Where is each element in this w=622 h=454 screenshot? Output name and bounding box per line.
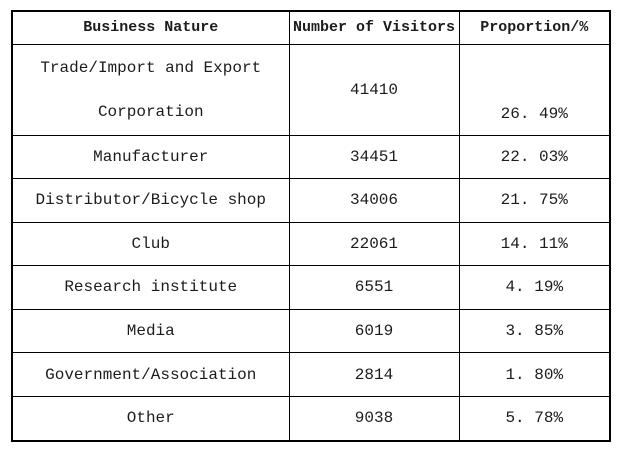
cell-business-nature: Manufacturer: [11, 134, 290, 180]
cell-visitors: 9038: [288, 395, 460, 442]
header-proportion: Proportion/%: [458, 10, 611, 45]
table-row-club: Club 22061 14. 11%: [11, 221, 611, 267]
header-number-of-visitors: Number of Visitors: [288, 10, 460, 45]
cell-business-nature: Distributor/Bicycle shop: [11, 178, 290, 223]
header-row: Business Nature Number of Visitors Propo…: [11, 10, 611, 45]
cell-proportion: 26. 49%: [458, 43, 611, 136]
cell-business-nature: Research institute: [11, 265, 290, 310]
cell-proportion: 4. 19%: [458, 265, 611, 310]
table-body: Trade/Import and Export Corporation 4141…: [11, 43, 611, 442]
cell-visitors: 41410: [288, 43, 460, 136]
table-header: Business Nature Number of Visitors Propo…: [11, 10, 611, 45]
cell-visitors: 22061: [288, 221, 460, 267]
cell-visitors: 6019: [288, 308, 460, 354]
cell-proportion: 5. 78%: [458, 395, 611, 442]
cell-proportion: 1. 80%: [458, 352, 611, 397]
cell-proportion: 21. 75%: [458, 178, 611, 223]
cell-business-nature: Government/Association: [11, 352, 290, 397]
table-row-government-association: Government/Association 2814 1. 80%: [11, 352, 611, 397]
business-name-stack: Trade/Import and Export Corporation: [13, 45, 289, 135]
cell-visitors: 34451: [288, 134, 460, 180]
table-row-research-institute: Research institute 6551 4. 19%: [11, 265, 611, 310]
cell-proportion: 3. 85%: [458, 308, 611, 354]
business-name-line-2: Corporation: [97, 102, 204, 121]
table-row-distributor-bicycle-shop: Distributor/Bicycle shop 34006 21. 75%: [11, 178, 611, 223]
visitors-by-business-nature-table: Business Nature Number of Visitors Propo…: [11, 10, 611, 442]
header-business-nature: Business Nature: [11, 10, 290, 45]
table-row-other: Other 9038 5. 78%: [11, 395, 611, 442]
table-row-manufacturer: Manufacturer 34451 22. 03%: [11, 134, 611, 180]
proportion-value: 26. 49%: [500, 104, 568, 123]
cell-proportion: 22. 03%: [458, 134, 611, 180]
cell-business-nature: Media: [11, 308, 290, 354]
cell-business-nature: Trade/Import and Export Corporation: [11, 43, 290, 136]
business-name-line-1: Trade/Import and Export: [40, 58, 262, 77]
cell-business-nature: Other: [11, 395, 290, 442]
table-row-trade-import-export: Trade/Import and Export Corporation 4141…: [11, 43, 611, 136]
table-row-media: Media 6019 3. 85%: [11, 308, 611, 354]
cell-visitors: 2814: [288, 352, 460, 397]
cell-visitors: 6551: [288, 265, 460, 310]
cell-visitors: 34006: [288, 178, 460, 223]
cell-proportion: 14. 11%: [458, 221, 611, 267]
cell-business-nature: Club: [11, 221, 290, 267]
